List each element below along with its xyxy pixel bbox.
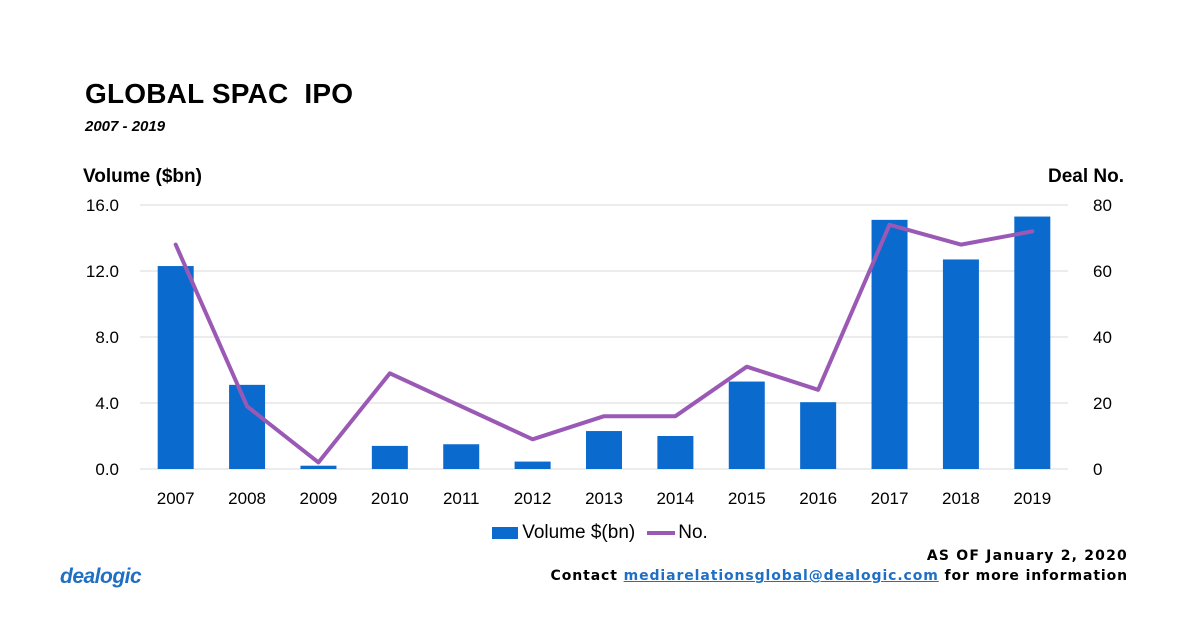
x-tick-label: 2018 (942, 489, 980, 508)
x-tick-label: 2016 (799, 489, 837, 508)
x-tick-label: 2013 (585, 489, 623, 508)
x-tick-label: 2019 (1013, 489, 1051, 508)
volume-bar (443, 444, 480, 469)
chart-title: GLOBAL SPAC IPO (85, 78, 354, 109)
legend-label-volume: Volume $(bn) (522, 522, 636, 543)
volume-bar (586, 431, 622, 469)
volume-bar (800, 402, 837, 469)
x-tick-label: 2007 (157, 489, 195, 508)
y-left-tick-label: 12.0 (86, 262, 119, 281)
volume-bar (657, 436, 694, 469)
volume-bars (157, 216, 1051, 469)
chart-subtitle: 2007 - 2019 (85, 118, 166, 135)
volume-bar (728, 381, 765, 469)
legend-label-count: No. (678, 522, 708, 543)
deal-count-line (173, 222, 1035, 465)
contact-email-link[interactable]: mediarelationsglobal@dealogic.com (623, 568, 939, 584)
y-right-tick-label: 80 (1093, 196, 1112, 215)
volume-bar (514, 461, 551, 469)
legend-item-volume: Volume $(bn) (492, 522, 635, 544)
dealogic-logo: dealogic (60, 565, 142, 588)
volume-bar (300, 465, 337, 469)
x-tick-label: 2008 (228, 489, 266, 508)
volume-bar (371, 445, 408, 469)
volume-bar (871, 219, 908, 469)
volume-bar (942, 259, 979, 469)
legend: Volume $(bn) No. (0, 522, 1200, 544)
contact-line: Contact mediarelationsglobal@dealogic.co… (551, 568, 1128, 584)
y-right-tick-label: 0 (1093, 460, 1102, 479)
x-tick-label: 2015 (728, 489, 766, 508)
y-left-tick-label: 16.0 (86, 196, 119, 215)
volume-bar (1014, 216, 1051, 469)
as-of-date: AS OF January 2, 2020 (926, 548, 1128, 564)
x-tick-label: 2011 (443, 489, 480, 508)
contact-suffix: for more information (938, 568, 1128, 584)
legend-line-swatch (647, 531, 676, 535)
y-left-tick-label: 8.0 (95, 328, 119, 347)
y-axis-right-label: Deal No. (1047, 166, 1124, 187)
legend-item-count: No. (647, 522, 708, 544)
y-left-tick-label: 0.0 (95, 460, 119, 479)
x-tick-label: 2012 (514, 489, 552, 508)
volume-bar (229, 384, 266, 469)
y-right-tick-label: 60 (1093, 262, 1112, 281)
y-axis-left-label: Volume ($bn) (83, 166, 202, 187)
x-tick-label: 2010 (371, 489, 409, 508)
y-right-tick-label: 40 (1093, 328, 1112, 347)
volume-bar (157, 266, 194, 469)
legend-bar-swatch (492, 527, 519, 539)
axis-labels: 0.0 0 4.0 20 8.0 40 12.0 60 16.0 80 2007 2008 2009 20… (86, 196, 1112, 508)
contact-prefix: Contact (550, 568, 624, 584)
y-left-tick-label: 4.0 (95, 394, 119, 413)
x-tick-label: 2017 (871, 489, 909, 508)
x-tick-label: 2014 (656, 489, 694, 508)
y-right-tick-label: 20 (1093, 394, 1112, 413)
x-tick-label: 2009 (300, 489, 338, 508)
